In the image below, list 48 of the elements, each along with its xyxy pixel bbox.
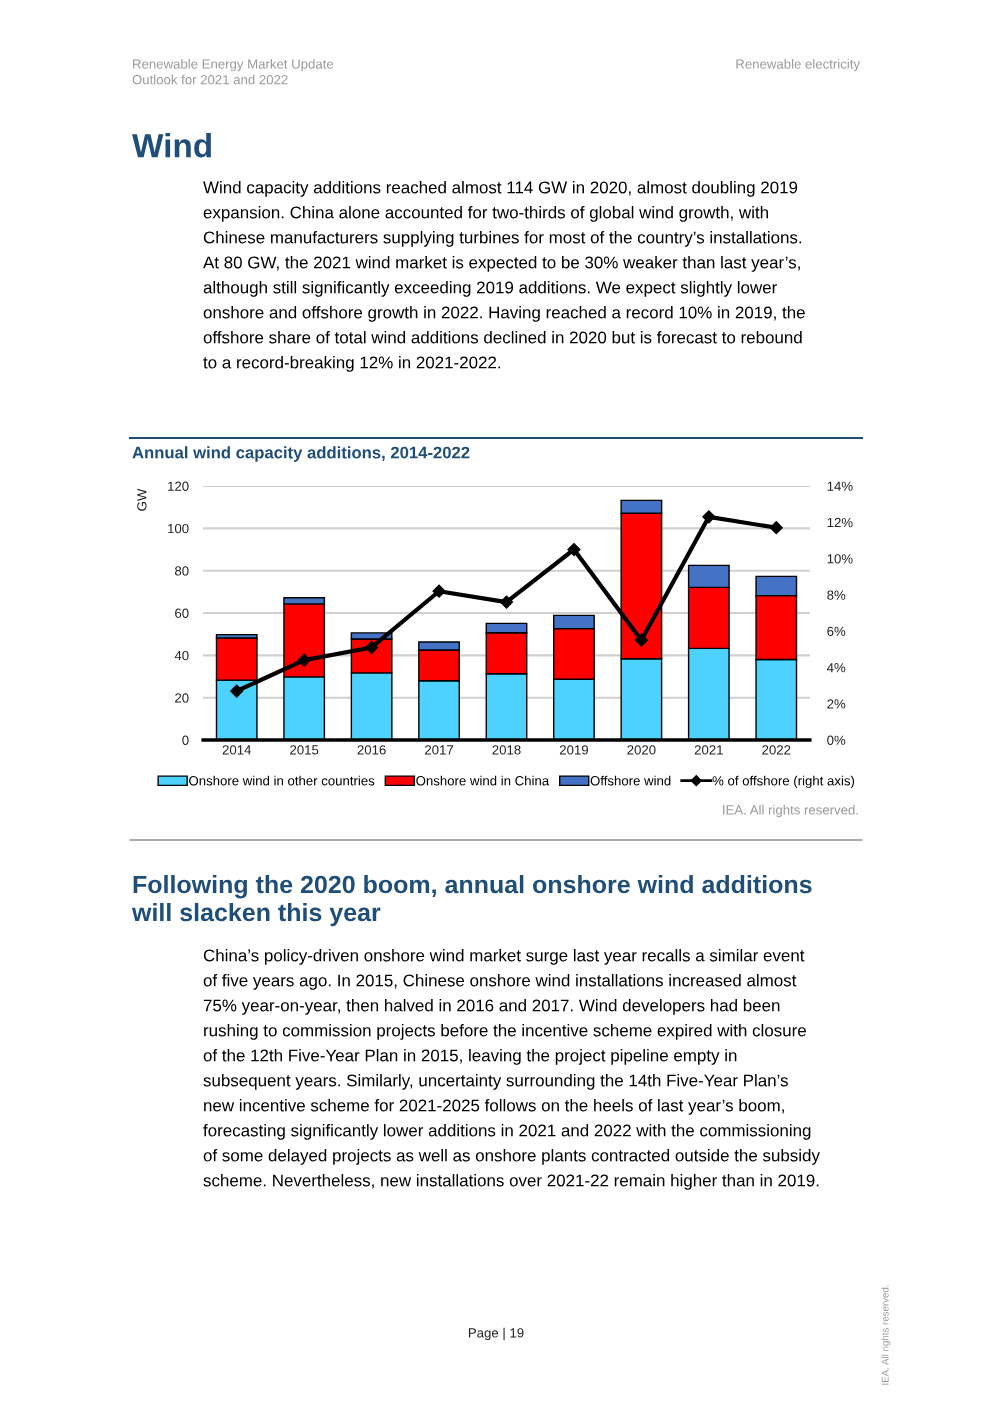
x-tick-label: 2020: [627, 745, 656, 755]
legend-label: Offshore wind: [590, 775, 671, 786]
y-tick-label: 120: [168, 481, 189, 491]
point: [365, 640, 379, 655]
text: Wind capacity additions reached almost 114 GW in 2020, almost doubling 2019 expansion. China alone accounted for two-thirds of global wind growth, with Chinese manufacturers supplying turbines for most of the country’s installations. At 80 GW, the 2021 wind market is expected to be 30% weaker than last year’s, although still significantly exceeding 2019 additions. We expect slightly lower onshore and offshore growth in 2022. Having reached a record 10% in 2019, the offshore share of total wind additions declined in 2020 but is forecast to rebound to a record-breaking 12% in 2021-2022.: [203, 181, 805, 372]
x-tick-label: 2016: [357, 745, 386, 755]
point: [769, 521, 783, 535]
point: [297, 653, 311, 667]
y2-tick-label: 4%: [826, 663, 846, 673]
point: [230, 684, 244, 698]
y-tick-label: 80: [175, 566, 189, 576]
x-tick-label: 2022: [762, 745, 791, 755]
text: Renewable electricity: [736, 59, 860, 72]
y-tick-label: 20: [175, 693, 189, 703]
y2-tick-label: 6%: [827, 626, 846, 637]
text: China’s policy-driven onshore wind market surge last year recalls a similar event of five years ago. In 2015, Chinese onshore wind installations increased almost 75% year-on-year, then halved in 2016 and 2017. Wind developers had been rushing to commission projects before the incentive scheme expired with closure of the 12th Five-Year Plan in 2015, leaving the project pipeline empty in subsequent years. Similarly, uncertainty surrounding the 14th Five-Year Plan’s new incentive scheme for 2021-2025 follows on the heels of last year’s boom, forecasting significantly lower additions in 2021 and 2022 with the commissioning of some delayed projects as well as onshore plants contracted outside the subsidy scheme. Nevertheless, new installations over 2021-22 remain higher than in 2019.: [203, 949, 820, 1190]
text: Wind: [132, 133, 211, 158]
x-tick-label: 2015: [290, 745, 319, 755]
chart-title: Annual wind capacity additions, 2014-2022: [132, 446, 470, 462]
y-axis-title: GW: [137, 488, 147, 511]
y-tick-label: 60: [175, 608, 189, 618]
point: [634, 633, 648, 647]
text: Following the 2020 boom, annual onshore wind additions will slacken this year: [131, 875, 812, 927]
point: [567, 542, 581, 557]
y2-tick-label: 0%: [827, 735, 846, 745]
y2-tick-label: 2%: [827, 699, 846, 709]
y2-tick-label: 10%: [827, 554, 853, 564]
text: Page | 19: [468, 1327, 524, 1341]
y-tick-label: 100: [168, 523, 189, 534]
point: [499, 595, 514, 609]
y2-tick-label: 8%: [827, 590, 846, 600]
y-tick-label: 40: [174, 650, 189, 661]
y-tick-label: 0: [182, 735, 189, 745]
legend-label: % of offshore (right axis): [712, 775, 855, 789]
x-tick-label: 2021: [694, 745, 723, 755]
legend-label: Onshore wind in other countries: [189, 775, 375, 786]
y2-tick-label: 14%: [827, 481, 853, 491]
x-tick-label: 2019: [559, 745, 588, 755]
point: [702, 510, 716, 524]
x-tick-label: 2017: [425, 745, 454, 755]
text: IEA. All rights reserved.: [881, 1285, 891, 1385]
legend-label: Onshore wind in China: [416, 775, 550, 786]
x-tick-label: 2018: [492, 745, 521, 755]
text: Renewable Energy Market Update Outlook for 2021 and 2022: [132, 59, 334, 85]
text: IEA. All rights reserved.: [723, 804, 858, 818]
point: [432, 584, 446, 598]
y2-tick-label: 12%: [827, 517, 853, 528]
x-tick-label: 2014: [222, 745, 252, 755]
